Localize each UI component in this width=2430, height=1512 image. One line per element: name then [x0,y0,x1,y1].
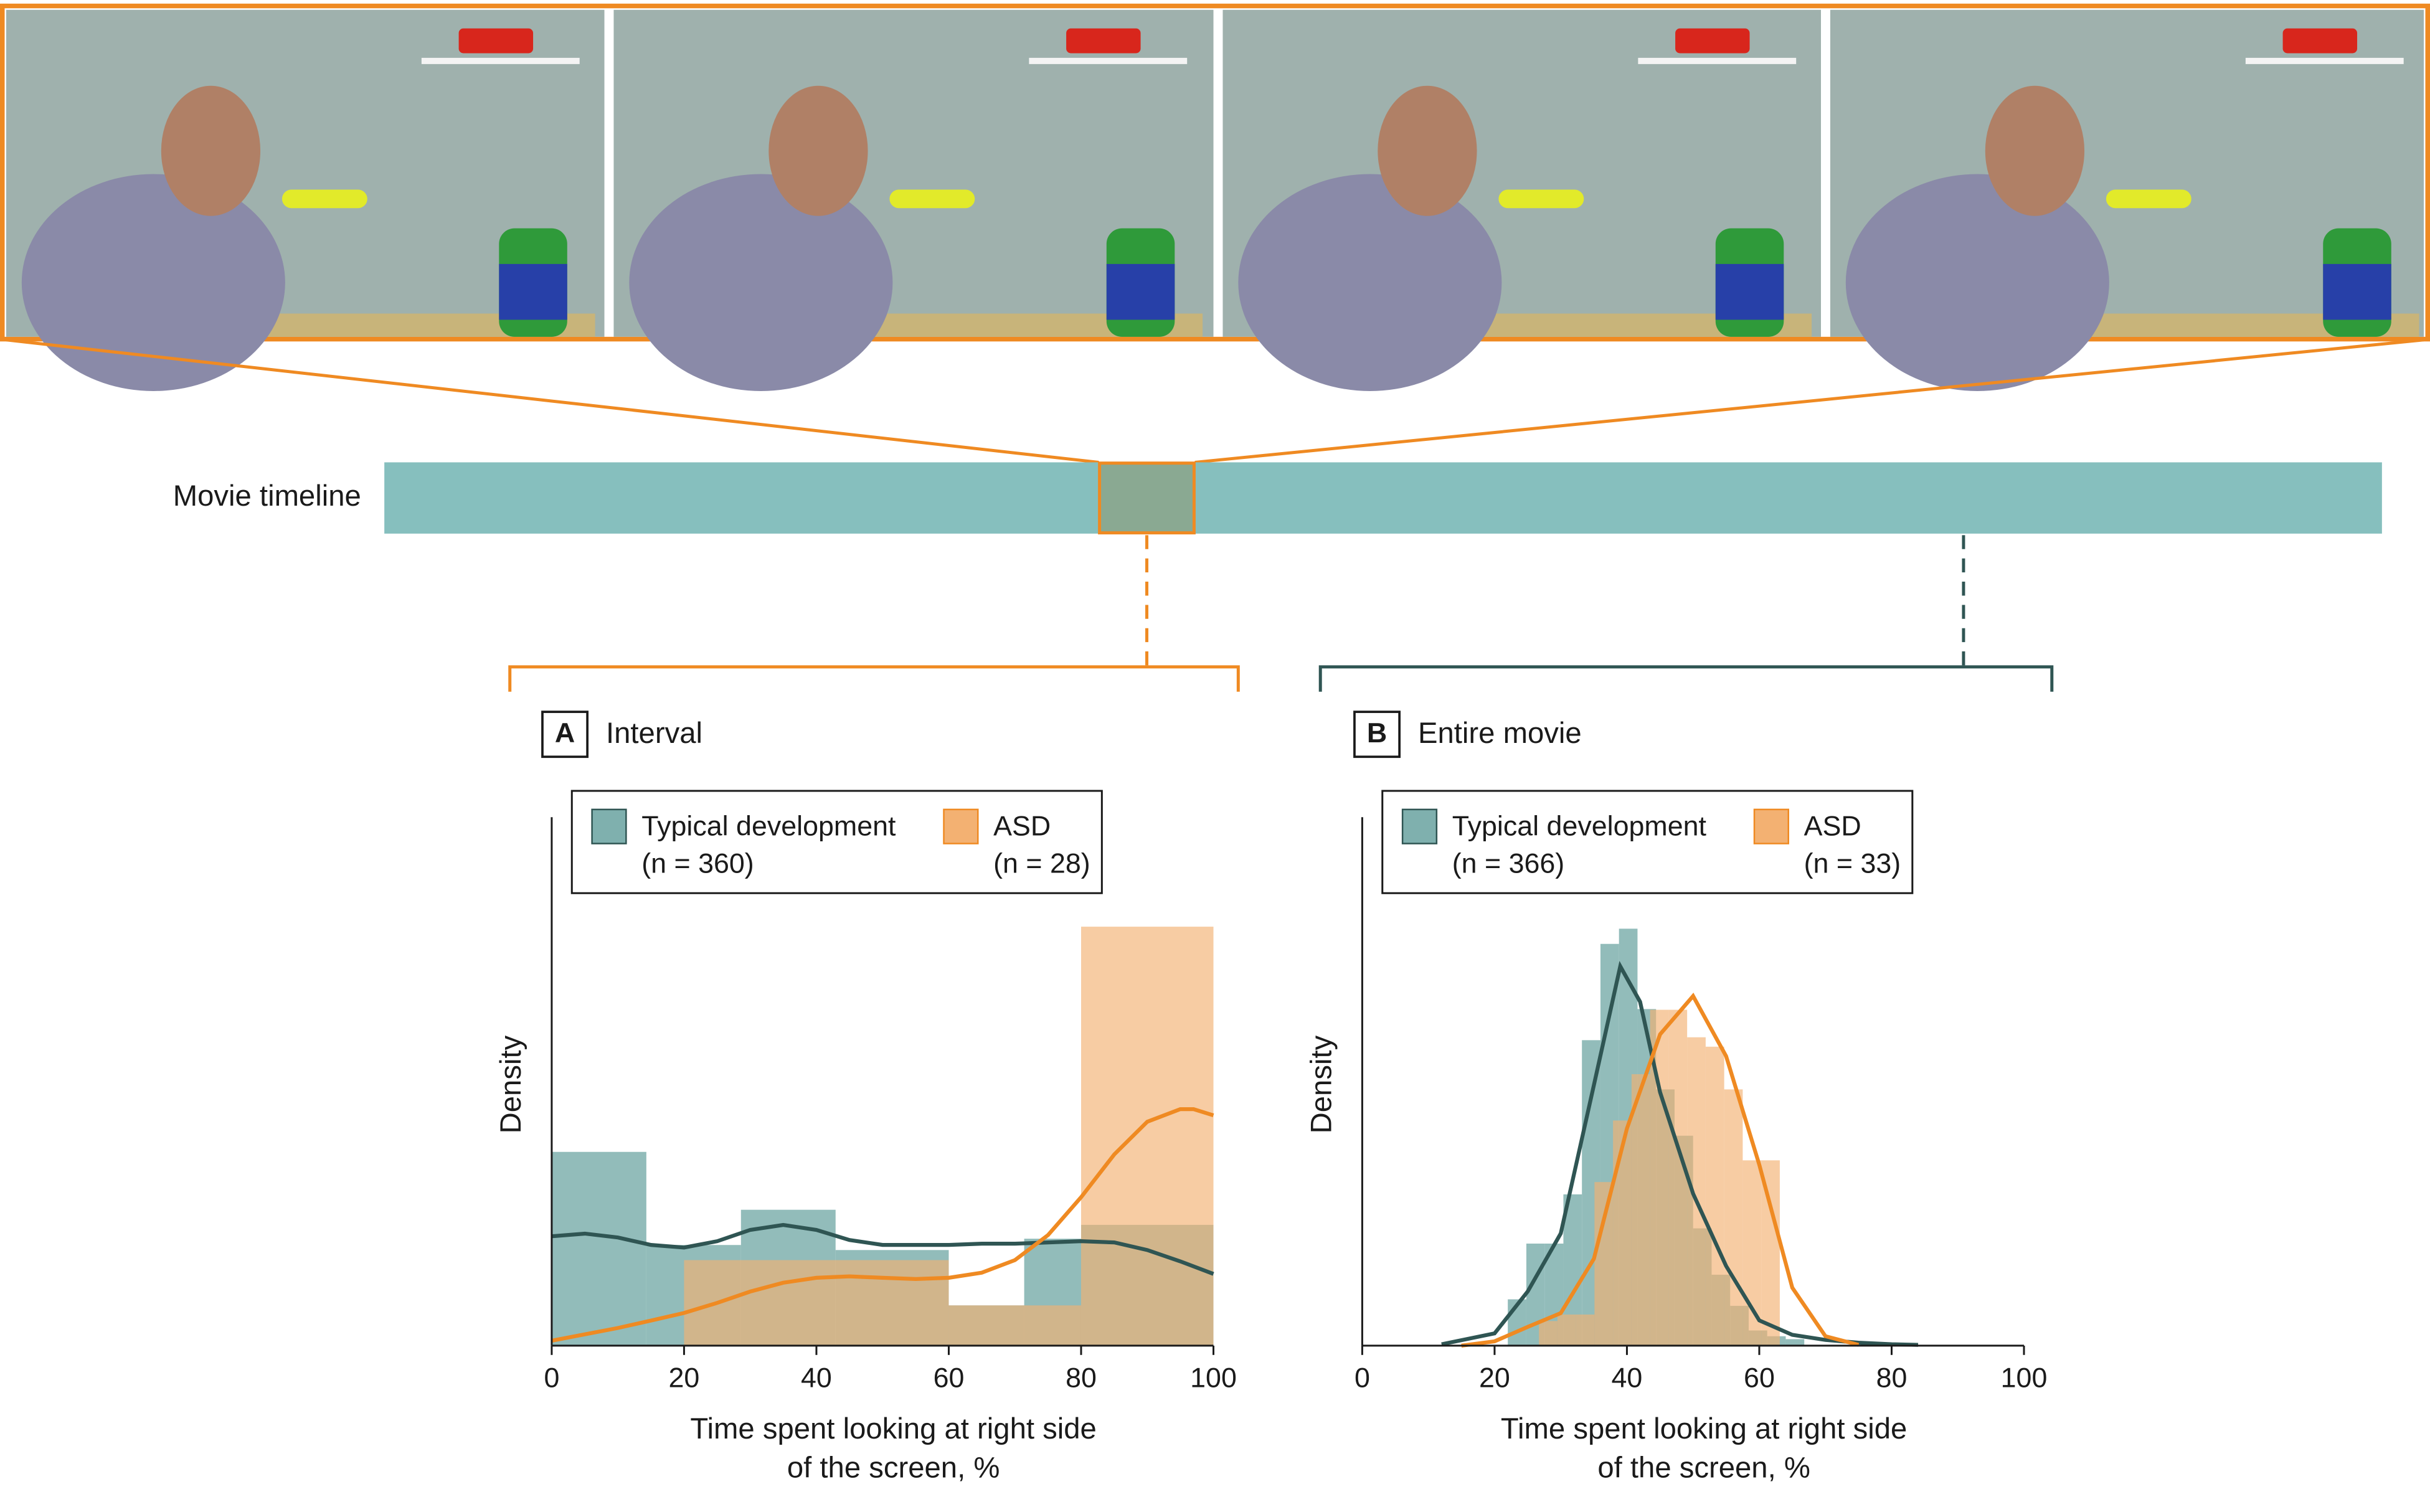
y-axis-label: Density [494,1035,527,1133]
toy [1675,28,1750,54]
density-curve [551,1222,1214,1276]
legend-n: (n = 28) [993,848,1090,879]
histogram-bar [1761,1160,1780,1346]
panel-letter-box [541,711,589,758]
bracket [508,665,1240,692]
x-axis-label: of the screen, % [1597,1451,1810,1484]
person [21,174,285,391]
x-axis-label: of the screen, % [787,1451,1000,1484]
x-tick-label: 40 [1612,1362,1643,1393]
legend-n: (n = 33) [1804,848,1901,879]
zoom-line [1194,338,2424,464]
toy [1066,28,1141,54]
head [768,85,868,216]
head [1378,85,1477,216]
histogram-bar [1687,1037,1706,1346]
bottle-label [2323,263,2391,320]
zoom-line [6,338,1099,464]
toy [458,28,534,54]
density-curve [1461,993,1860,1348]
x-tick-label: 100 [1190,1362,1237,1393]
bubble-wand [1498,189,1584,209]
histogram-bar [684,1260,949,1346]
legend-box [570,790,1103,894]
legend-label: Typical development [1452,811,1707,842]
y-axis-label: Density [1305,1035,1338,1133]
legend-n: (n = 366) [1452,848,1564,879]
x-tick-label: 80 [1066,1362,1097,1393]
timeline [384,462,2382,534]
x-tick-label: 60 [934,1362,965,1393]
x-axis-label: Time spent looking at right side [690,1412,1096,1445]
histogram-bar [948,1305,1081,1346]
histogram-bar [1785,1339,1805,1346]
histogram-bar [1576,1314,1595,1346]
x-axis-label: Time spent looking at right side [1501,1412,1907,1445]
legend-label: ASD [1804,811,1861,842]
frame-details [21,28,2419,391]
person [629,174,893,391]
legend-swatch [1401,808,1438,844]
panel-letter: B [1367,717,1387,749]
bubble-wand [2106,189,2191,209]
histogram-bar [1705,1046,1724,1346]
x-tick-label: 0 [1354,1362,1370,1393]
histogram-bar [1080,927,1214,1346]
x-tick-label: 60 [1744,1362,1775,1393]
histogram-bar [1742,1160,1762,1346]
histogram-bar [1539,1321,1558,1346]
interval-highlight [1098,461,1196,535]
histogram-bar [1594,1182,1614,1346]
legend-swatch [1753,808,1789,844]
person [1238,174,1502,391]
x-tick-label: 100 [2001,1362,2048,1393]
legend-n: (n = 360) [641,848,754,879]
head [161,85,261,216]
bubble-wand [889,189,975,209]
density-curve [551,1107,1214,1343]
panel-letter-box [1353,711,1401,758]
histogram-bar [1613,1120,1632,1346]
bottle-label [499,263,567,320]
head [1985,85,2085,216]
x-tick-label: 80 [1876,1362,1908,1393]
person [1845,174,2109,391]
bottle-label [1106,263,1175,320]
bottle-label [1715,263,1784,320]
histogram-bar [1668,1009,1688,1346]
histogram-bar [551,1151,646,1346]
bracket [1318,665,2054,692]
histogram-bar [1557,1314,1576,1346]
panel-letter: A [555,717,575,749]
timeline-label: Movie timeline [173,480,361,513]
panel-title: Entire movie [1418,717,1582,750]
legend-label: ASD [993,811,1051,842]
x-tick-label: 20 [669,1362,700,1393]
panel-title: Interval [606,717,702,750]
x-tick-label: 40 [801,1362,832,1393]
x-tick-label: 0 [544,1362,559,1393]
histogram-bar [1724,1089,1743,1346]
toy [2282,28,2358,54]
histogram-bar [1631,1074,1650,1346]
bubble-wand [281,189,367,209]
legend-label: Typical development [641,811,896,842]
legend-box [1381,790,1914,894]
x-tick-label: 20 [1479,1362,1510,1393]
legend-swatch [943,808,979,844]
legend-swatch [591,808,627,844]
